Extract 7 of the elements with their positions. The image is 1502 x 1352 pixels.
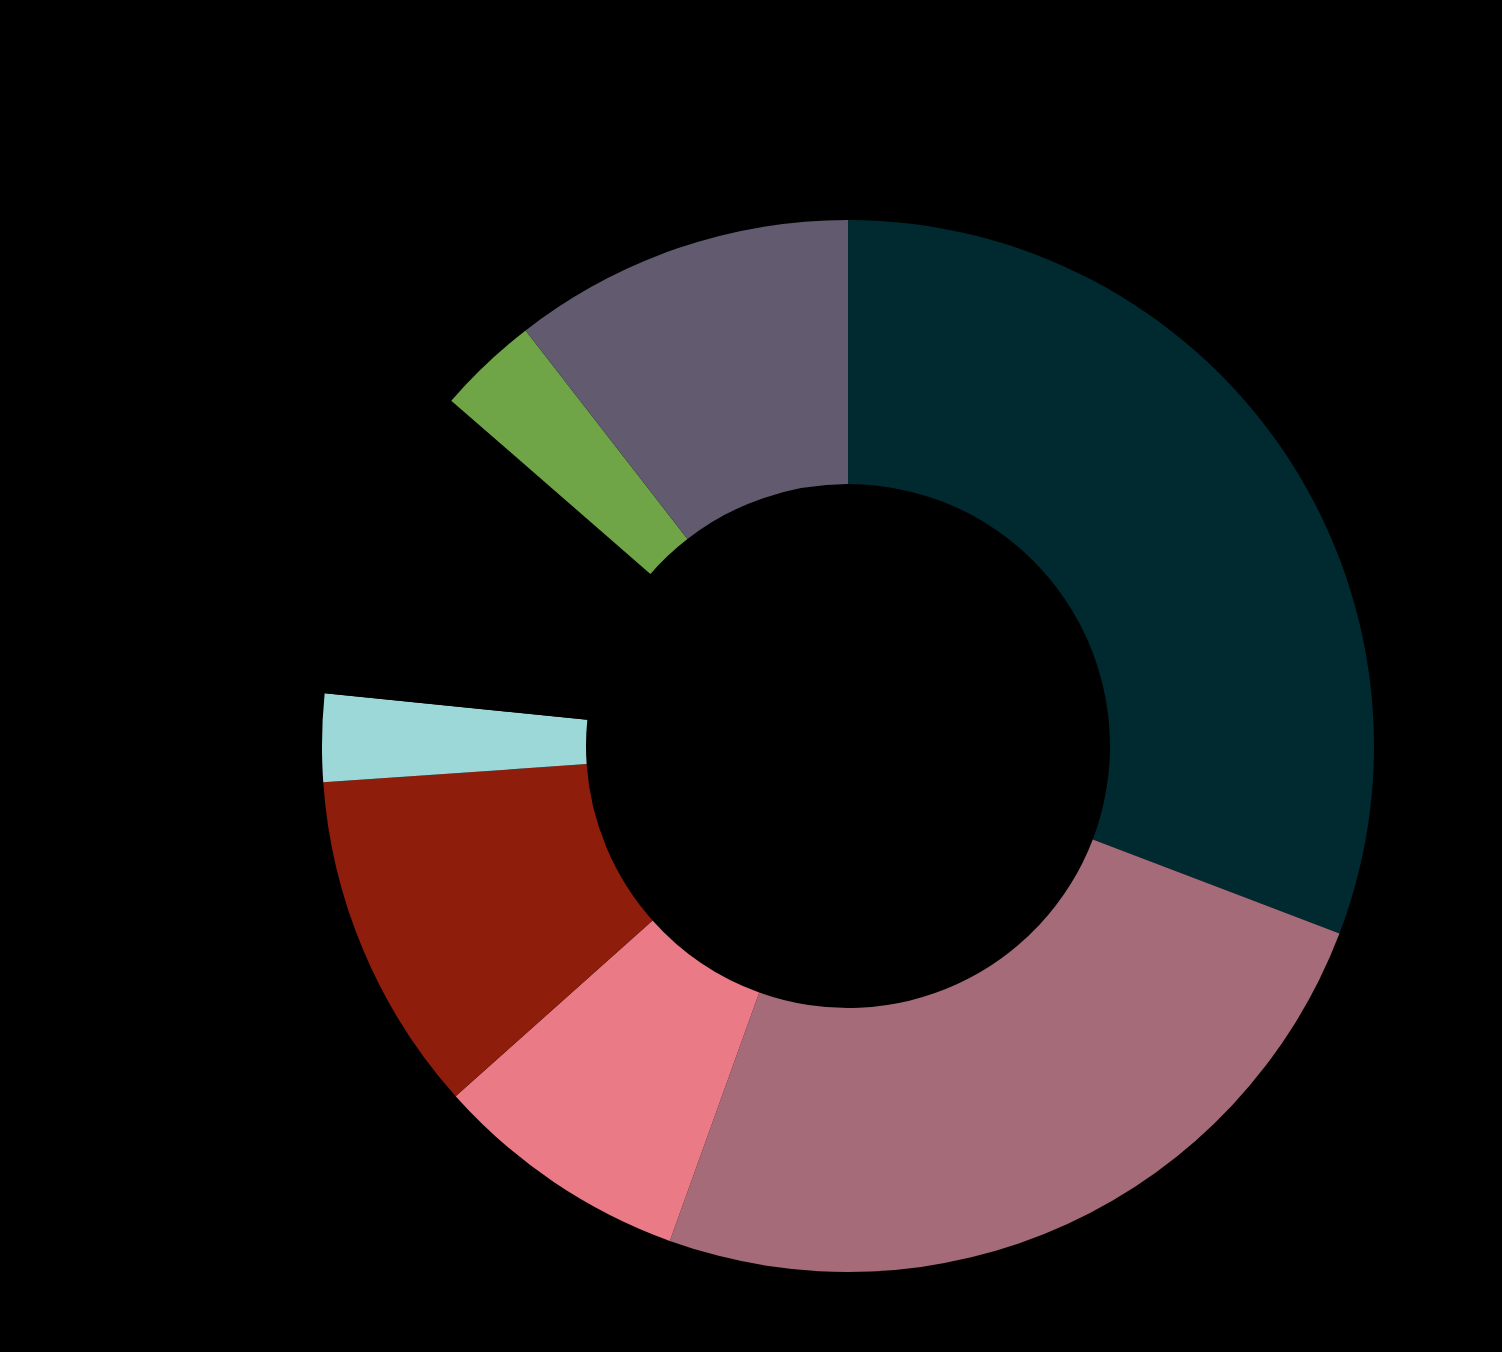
donut-slice xyxy=(848,220,1374,934)
donut-slice xyxy=(323,764,653,1097)
donut-slice xyxy=(455,920,760,1241)
donut-slice xyxy=(525,220,848,539)
donut-slice xyxy=(669,839,1340,1272)
donut-slice xyxy=(451,330,688,574)
donut-slice xyxy=(322,693,588,783)
